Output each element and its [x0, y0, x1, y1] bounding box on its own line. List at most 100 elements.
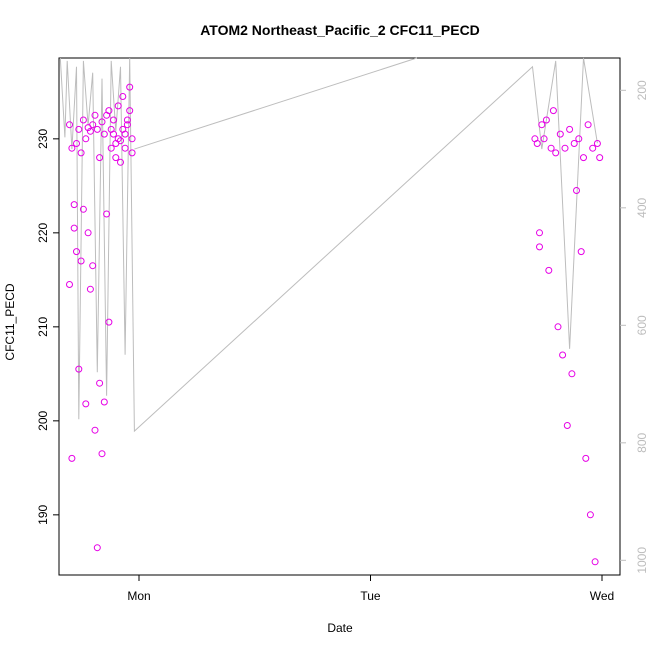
data-point	[591, 558, 599, 566]
data-point	[596, 154, 604, 162]
data-point	[584, 121, 592, 129]
data-point	[66, 281, 73, 288]
data-point	[573, 187, 580, 194]
data-point	[123, 121, 131, 129]
data-point	[126, 107, 134, 115]
data-point	[128, 135, 136, 143]
data-point	[577, 248, 585, 256]
plot-border	[58, 57, 621, 576]
y-axis-label: CFC11_PECD	[3, 283, 17, 360]
data-point	[121, 130, 129, 138]
data-point	[556, 130, 564, 138]
data-point	[86, 285, 94, 293]
y2-tick-label: 800	[635, 432, 649, 452]
data-point	[91, 111, 99, 119]
data-point	[117, 158, 124, 166]
data-point	[563, 422, 571, 429]
data-point	[540, 135, 548, 143]
data-point	[105, 318, 113, 326]
data-point	[570, 140, 578, 147]
data-point	[68, 454, 76, 462]
data-point	[575, 135, 583, 143]
data-point	[98, 118, 106, 126]
y-tick-label: 210	[36, 317, 50, 337]
y-tick-label: 200	[36, 411, 50, 431]
data-point	[568, 370, 576, 378]
data-point	[561, 144, 569, 152]
data-point	[79, 116, 87, 124]
data-point	[70, 224, 78, 232]
data-point	[119, 93, 127, 100]
y2-tick-label: 600	[635, 315, 649, 335]
bottom-axis: Mon Tue Wed	[127, 575, 614, 603]
data-point	[73, 248, 80, 256]
data-point	[110, 116, 117, 124]
data-point	[566, 125, 574, 133]
right-axis: 200 400 600 800 1000	[620, 80, 649, 574]
data-point	[66, 121, 73, 129]
data-point	[68, 144, 76, 152]
data-points-layer	[66, 83, 604, 566]
data-point	[121, 144, 129, 152]
data-point	[75, 365, 83, 373]
data-point	[114, 102, 122, 110]
x-tick-label: Mon	[127, 589, 150, 603]
data-point	[112, 154, 120, 162]
data-point	[538, 121, 546, 129]
data-point	[105, 107, 113, 115]
y2-tick-label: 1000	[635, 547, 649, 574]
data-point	[77, 149, 85, 157]
data-point	[93, 125, 101, 133]
data-point	[77, 257, 85, 265]
x-tick-label: Wed	[590, 589, 614, 603]
data-point	[536, 243, 543, 251]
data-point	[545, 266, 553, 274]
data-point	[107, 144, 115, 152]
data-point	[536, 229, 543, 237]
data-point	[91, 426, 99, 434]
data-point	[593, 140, 601, 147]
data-point	[559, 351, 567, 359]
data-point	[554, 323, 562, 331]
data-point	[549, 107, 557, 115]
x-tick-label: Tue	[360, 589, 381, 603]
data-point	[128, 149, 136, 157]
data-point	[79, 205, 87, 213]
data-point	[552, 149, 560, 157]
data-point	[84, 229, 92, 237]
data-point	[126, 83, 134, 91]
x-axis-label: Date	[327, 621, 353, 635]
data-point	[75, 125, 83, 133]
data-point	[103, 210, 111, 218]
data-point	[98, 450, 106, 458]
data-point	[542, 116, 550, 124]
y-tick-label: 220	[36, 223, 50, 243]
data-point	[586, 511, 594, 519]
data-point	[89, 262, 97, 270]
y-tick-label: 190	[36, 505, 50, 525]
data-point	[70, 201, 78, 209]
y2-tick-label: 400	[635, 197, 649, 217]
data-point	[89, 121, 97, 129]
transit-line	[134, 57, 417, 150]
data-point	[123, 116, 131, 124]
data-point	[533, 140, 541, 147]
chart-title: ATOM2 Northeast_Pacific_2 CFC11_PECD	[200, 22, 480, 38]
data-point	[96, 379, 104, 387]
data-point	[100, 130, 108, 138]
profile-line-layer	[59, 57, 598, 433]
y-tick-label: 230	[36, 129, 50, 149]
data-point	[82, 135, 90, 143]
data-point	[117, 137, 124, 145]
profile-line	[59, 57, 598, 433]
data-point	[73, 140, 80, 147]
data-point	[110, 130, 117, 138]
data-point	[582, 454, 590, 462]
data-point	[100, 398, 108, 406]
data-point	[93, 544, 101, 552]
data-point	[547, 144, 555, 152]
left-axis: 190 200 210 220 230	[36, 129, 59, 525]
y2-tick-label: 200	[635, 80, 649, 100]
data-point	[82, 400, 90, 408]
